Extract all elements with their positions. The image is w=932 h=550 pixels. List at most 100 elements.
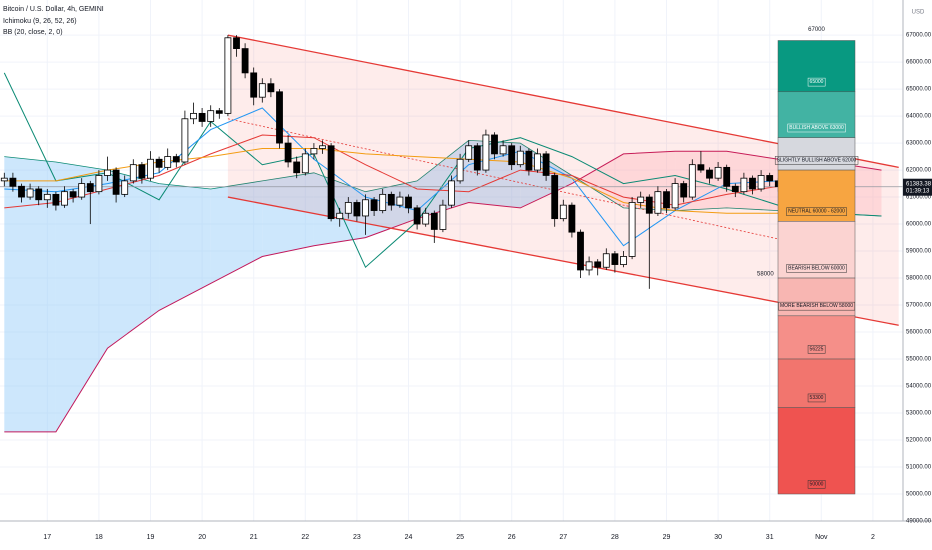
candle-body bbox=[499, 145, 507, 155]
zone bbox=[777, 277, 856, 317]
candle-body bbox=[379, 193, 387, 211]
indicator-label: BB (20, close, 2, 0) bbox=[3, 29, 63, 36]
y-tick-label: 63000.00 bbox=[906, 141, 932, 147]
cloud-segment bbox=[4, 156, 56, 432]
cloud-segment bbox=[262, 172, 314, 257]
y-tick-label: 62000.00 bbox=[906, 168, 932, 174]
x-tick-label: 21 bbox=[250, 534, 258, 541]
candle-body bbox=[207, 110, 215, 122]
cloud-segment bbox=[55, 161, 108, 432]
countdown-label: 01:39:13 bbox=[906, 188, 930, 194]
candle-body bbox=[319, 145, 326, 149]
y-tick-label: 54000.00 bbox=[906, 384, 932, 390]
zone-label: MORE BEARISH BELOW 58000 bbox=[780, 303, 853, 309]
y-tick-label: 55000.00 bbox=[906, 357, 932, 363]
candle-body bbox=[353, 202, 361, 217]
candle-body bbox=[697, 164, 705, 171]
candle-body bbox=[448, 180, 455, 206]
y-tick-label: 64000.00 bbox=[906, 114, 932, 120]
y-tick-label: 61000.00 bbox=[906, 195, 932, 201]
candle-body bbox=[473, 145, 481, 171]
y-tick-label: 49000.00 bbox=[906, 519, 932, 525]
zone-label-box bbox=[774, 156, 859, 165]
candle-body bbox=[405, 196, 412, 209]
candle-body bbox=[241, 48, 249, 74]
zone bbox=[777, 91, 856, 138]
candle-body bbox=[112, 169, 120, 195]
candle-body bbox=[559, 204, 567, 220]
candle-body bbox=[190, 112, 197, 120]
candle-body bbox=[43, 193, 51, 201]
candle-body bbox=[370, 199, 378, 211]
x-tick-label: 28 bbox=[611, 534, 619, 541]
candle-body bbox=[336, 212, 344, 220]
x-tick-label: 20 bbox=[198, 534, 206, 541]
candle-body bbox=[284, 142, 292, 163]
x-tick-label: 22 bbox=[301, 534, 309, 541]
y-tick-label: 66000.00 bbox=[906, 60, 932, 66]
zone-label-box bbox=[787, 123, 846, 133]
zone-label-box bbox=[786, 264, 847, 273]
candle-body bbox=[86, 183, 94, 193]
candle-body bbox=[95, 175, 103, 193]
candle-body bbox=[138, 164, 146, 179]
candle-body bbox=[620, 256, 627, 265]
candle-body bbox=[654, 191, 662, 214]
y-tick-label: 60000.00 bbox=[906, 222, 932, 228]
candle-body bbox=[0, 177, 8, 182]
candle-body bbox=[121, 180, 129, 195]
candle-body bbox=[534, 153, 541, 171]
candle-body bbox=[731, 185, 739, 193]
candle-body bbox=[215, 110, 223, 114]
annotation: 58000 bbox=[757, 272, 774, 278]
candle-body bbox=[164, 156, 172, 168]
zone-label: 50000 bbox=[810, 481, 824, 487]
candle-body bbox=[611, 253, 619, 265]
candle-body bbox=[766, 175, 774, 182]
x-tick-label: 24 bbox=[405, 534, 413, 541]
candle-body bbox=[172, 156, 180, 163]
candle-body bbox=[61, 191, 68, 206]
y-tick-label: 65000.00 bbox=[906, 87, 932, 93]
candle-body bbox=[749, 177, 756, 190]
candle-body bbox=[594, 261, 602, 268]
candle-body bbox=[508, 145, 516, 166]
zone-label-box bbox=[807, 77, 826, 87]
candle-body bbox=[422, 212, 430, 225]
candle-body bbox=[568, 204, 576, 233]
candle-body bbox=[439, 204, 447, 230]
candle-body bbox=[542, 153, 550, 176]
candle-body bbox=[645, 196, 653, 214]
zone-label-box bbox=[807, 393, 826, 403]
candle-body bbox=[577, 231, 584, 271]
candle-body bbox=[637, 196, 645, 203]
candle-body bbox=[35, 188, 43, 201]
candle-body bbox=[663, 191, 670, 209]
x-tick-label: 2 bbox=[871, 534, 875, 541]
indicator-label: Ichimoku (9, 26, 52, 26) bbox=[3, 18, 77, 25]
candle-body bbox=[740, 177, 748, 193]
currency-label[interactable]: USD bbox=[912, 10, 925, 16]
candle-body bbox=[26, 188, 34, 198]
zone-label: 56225 bbox=[810, 346, 824, 352]
x-tick-label: 18 bbox=[95, 534, 103, 541]
y-tick-label: 59000.00 bbox=[906, 249, 932, 255]
x-tick-label: 31 bbox=[766, 534, 774, 541]
candle-body bbox=[181, 118, 189, 163]
candle-body bbox=[155, 158, 163, 168]
candle-body bbox=[602, 253, 610, 268]
candle-body bbox=[362, 199, 369, 217]
candle-body bbox=[714, 166, 722, 179]
candle-body bbox=[52, 193, 60, 206]
y-tick-label: 53000.00 bbox=[906, 411, 932, 417]
y-tick-label: 51000.00 bbox=[906, 465, 932, 471]
candle-body bbox=[723, 166, 731, 187]
candle-body bbox=[310, 148, 318, 155]
candle-body bbox=[276, 91, 283, 144]
cloud-line bbox=[4, 139, 882, 217]
zone-label-box bbox=[807, 345, 826, 354]
zone-label: BULLISH ABOVE 63000 bbox=[789, 125, 844, 131]
candle-body bbox=[258, 83, 266, 98]
candle-body bbox=[491, 134, 498, 155]
